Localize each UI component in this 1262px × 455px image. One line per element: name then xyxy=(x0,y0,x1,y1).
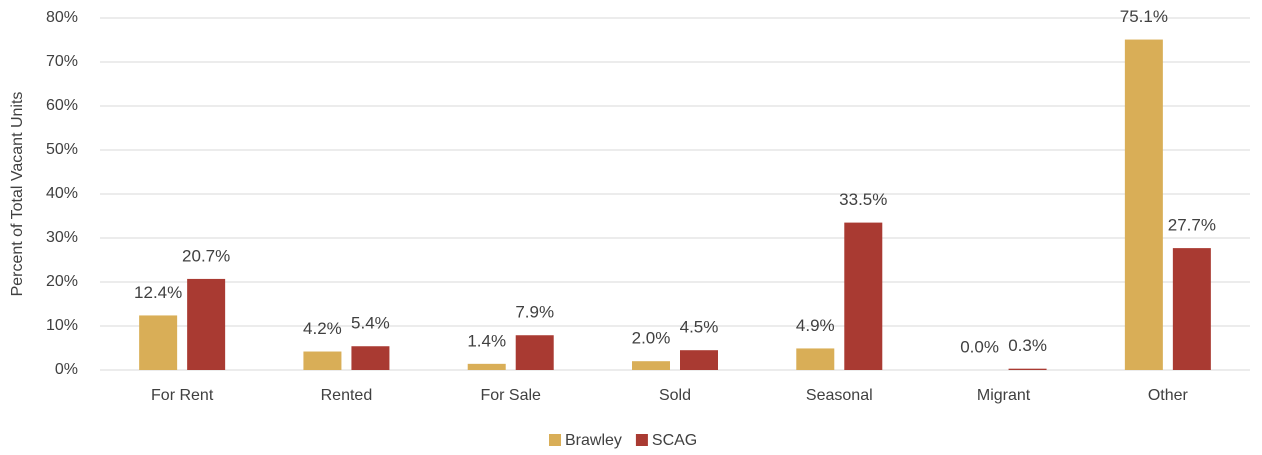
bar xyxy=(1124,39,1163,371)
x-tick-label: Rented xyxy=(321,387,373,404)
y-tick-label: 10% xyxy=(46,317,78,334)
value-label: 4.2% xyxy=(303,319,342,338)
y-axis-title: Percent of Total Vacant Units xyxy=(9,92,26,297)
bar xyxy=(844,222,883,370)
bar xyxy=(187,278,226,370)
value-label: 1.4% xyxy=(467,331,506,350)
x-tick-label: For Sale xyxy=(480,387,541,404)
value-label: 0.0% xyxy=(960,337,999,356)
bar xyxy=(467,363,506,370)
value-label: 27.7% xyxy=(1168,216,1216,235)
legend-label: SCAG xyxy=(652,432,697,449)
y-tick-label: 50% xyxy=(46,141,78,158)
y-tick-label: 20% xyxy=(46,273,78,290)
legend-swatch xyxy=(635,434,648,446)
value-label: 7.9% xyxy=(515,303,554,322)
y-tick-label: 0% xyxy=(55,361,78,378)
value-label: 2.0% xyxy=(632,329,671,348)
bar xyxy=(632,361,670,370)
y-tick-label: 40% xyxy=(46,185,78,202)
x-tick-label: Other xyxy=(1148,387,1189,404)
value-label: 0.3% xyxy=(1008,336,1047,355)
legend-swatch xyxy=(549,434,561,446)
x-tick-label: For Rent xyxy=(151,387,214,404)
y-tick-label: 30% xyxy=(46,229,78,246)
bar xyxy=(351,346,390,370)
value-label: 5.4% xyxy=(351,314,390,333)
value-label: 33.5% xyxy=(839,190,887,209)
bar xyxy=(515,335,554,370)
value-label: 75.1% xyxy=(1120,7,1168,26)
x-tick-label: Sold xyxy=(659,387,691,404)
y-tick-label: 80% xyxy=(46,9,78,26)
bar xyxy=(1008,368,1047,370)
x-tick-label: Migrant xyxy=(977,387,1031,404)
legend-label: Brawley xyxy=(565,432,622,449)
value-label: 20.7% xyxy=(182,246,230,265)
value-label: 4.9% xyxy=(796,316,835,335)
bar xyxy=(1172,248,1211,370)
bar xyxy=(796,348,835,370)
bar xyxy=(680,350,718,370)
y-tick-label: 70% xyxy=(46,53,78,70)
value-label: 12.4% xyxy=(134,283,182,302)
y-tick-label: 60% xyxy=(46,97,78,114)
bar xyxy=(303,351,342,370)
x-tick-label: Seasonal xyxy=(806,387,873,404)
value-label: 4.5% xyxy=(680,318,719,337)
bar xyxy=(139,315,178,370)
